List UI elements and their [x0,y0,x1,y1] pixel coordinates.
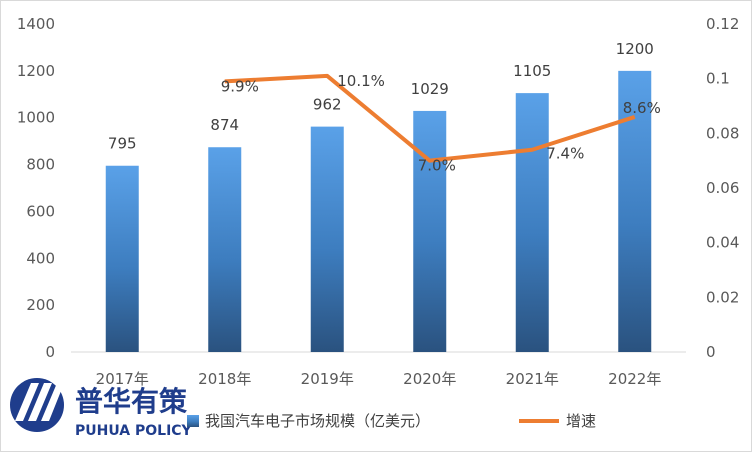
x-tick-label: 2020年 [403,370,456,388]
bar-value-label: 1105 [513,62,551,80]
y-left-tick-label: 800 [26,156,55,174]
bar [105,165,139,352]
bar [310,126,344,352]
y-right-tick-label: 0.02 [706,288,739,306]
y-right-tick-label: 0.04 [706,234,739,252]
bar [413,110,447,352]
x-tick-label: 2022年 [608,370,661,388]
bar-value-label: 1200 [616,40,654,58]
y-left-tick-label: 1400 [17,15,55,33]
y-right-tick-label: 0.08 [706,124,739,142]
y-left-tick-label: 600 [26,202,55,220]
growth-line [224,73,636,163]
legend: 我国汽车电子市场规模（亿美元） 增速 [187,412,596,430]
puhua-logo: 普华有策 PUHUA POLICY [10,378,193,439]
x-tick-label: 2019年 [301,370,354,388]
bar [515,93,549,352]
y-right-tick-label: 0.06 [706,179,739,197]
bar-series [105,70,652,352]
growth-value-label: 9.9% [221,77,259,95]
bar-value-label: 962 [313,96,342,114]
y-right-tick-label: 0.1 [706,70,730,88]
y-left-tick-label: 400 [26,249,55,267]
x-tick-label: 2018年 [198,370,251,388]
legend-bar-label: 我国汽车电子市场规模（亿美元） [205,412,430,430]
logo-text-cn: 普华有策 [75,385,187,418]
growth-value-label: 8.6% [623,99,661,117]
y-left-tick-label: 1000 [17,109,55,127]
line-series [224,73,636,163]
bar-value-label: 795 [108,135,137,153]
growth-value-label: 7.4% [546,145,584,163]
bar-value-label: 874 [210,116,239,134]
legend-bar-swatch [187,415,199,427]
growth-value-label: 7.0% [418,157,456,175]
x-tick-label: 2021年 [506,370,559,388]
y-left-tick-label: 200 [26,296,55,314]
bar [208,147,242,352]
logo-emblem-icon [10,378,64,432]
y-right-tick-label: 0 [706,343,716,361]
y-left-tick-label: 1200 [17,62,55,80]
y-left-tick-label: 0 [45,343,55,361]
legend-line-label: 增速 [566,412,596,430]
logo-text-en: PUHUA POLICY [75,423,193,439]
y-right-tick-label: 0.12 [706,15,739,33]
data-labels: 795 874 962 1029 1105 1200 9.9% 10.1% 7.0% 7.4% 8.… [108,40,661,175]
growth-value-label: 10.1% [337,72,385,90]
x-tick-label: 2017年 [96,370,149,388]
axes: 0 200 400 600 800 1000 1200 1400 0 0.02 0.04 0.06 0.… [17,15,740,388]
bar-value-label: 1029 [411,80,449,98]
